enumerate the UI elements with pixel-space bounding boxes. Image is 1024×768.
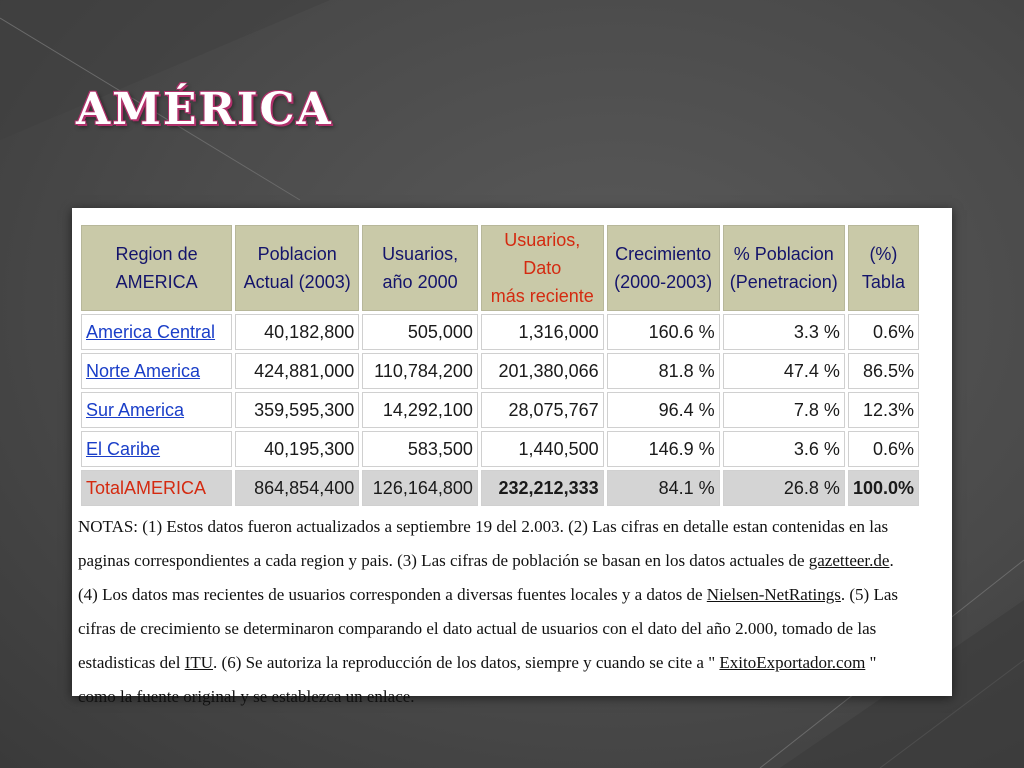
- notes-text: NOTAS: (1) Estos datos fueron actualizad…: [78, 517, 889, 570]
- cell-crecimiento: 84.1 %: [606, 470, 720, 506]
- cell-penetracion: 7.8 %: [722, 392, 845, 428]
- cell-usuarios-2000: 14,292,100: [362, 392, 478, 428]
- header-usuarios-reciente: Usuarios, Dato más reciente: [480, 225, 604, 311]
- cell-usuarios-reciente: 232,212,333: [480, 470, 604, 506]
- cell-penetracion: 47.4 %: [722, 353, 845, 389]
- exitoexportador-link[interactable]: ExitoExportador.com: [719, 653, 866, 672]
- cell-poblacion: 40,195,300: [235, 431, 360, 467]
- cell-penetracion: 26.8 %: [722, 470, 845, 506]
- cell-tabla: 0.6%: [847, 314, 919, 350]
- nielsen-netratings-link[interactable]: Nielsen-NetRatings: [706, 585, 841, 604]
- cell-crecimiento: 96.4 %: [606, 392, 720, 428]
- table-row: America Central 40,182,800 505,000 1,316…: [81, 314, 919, 350]
- cell-usuarios-reciente: 1,440,500: [480, 431, 604, 467]
- header-tabla: (%) Tabla: [847, 225, 919, 311]
- cell-tabla: 86.5%: [847, 353, 919, 389]
- itu-link[interactable]: ITU: [184, 653, 214, 672]
- header-crecimiento: Crecimiento (2000-2003): [606, 225, 720, 311]
- cell-usuarios-reciente: 28,075,767: [480, 392, 604, 428]
- slide-title: AMÉRICA: [76, 84, 333, 135]
- notes-paragraph: NOTAS: (1) Estos datos fueron actualizad…: [78, 510, 910, 714]
- cell-tabla: 12.3%: [847, 392, 919, 428]
- cell-crecimiento: 81.8 %: [606, 353, 720, 389]
- header-usuarios-2000: Usuarios, año 2000: [362, 225, 478, 311]
- cell-usuarios-reciente: 1,316,000: [480, 314, 604, 350]
- gazetteer-link[interactable]: gazetteer.de: [808, 551, 890, 570]
- cell-poblacion: 424,881,000: [235, 353, 360, 389]
- header-penetracion: % Poblacion (Penetracion): [722, 225, 845, 311]
- cell-poblacion: 359,595,300: [235, 392, 360, 428]
- notes-text: " como la fuente original y se establezc…: [78, 653, 877, 706]
- table-row: Norte America 424,881,000 110,784,200 20…: [81, 353, 919, 389]
- cell-poblacion: 864,854,400: [235, 470, 360, 506]
- notes-text: . (5) Las cifras de crecimiento se deter…: [78, 585, 899, 672]
- cell-crecimiento: 146.9 %: [606, 431, 720, 467]
- table-row: Sur America 359,595,300 14,292,100 28,07…: [81, 392, 919, 428]
- region-link-norte-america[interactable]: Norte America: [81, 353, 233, 389]
- cell-usuarios-2000: 583,500: [362, 431, 478, 467]
- region-link-sur-america[interactable]: Sur America: [81, 392, 233, 428]
- cell-poblacion: 40,182,800: [235, 314, 360, 350]
- cell-usuarios-2000: 126,164,800: [362, 470, 478, 506]
- cell-tabla: 0.6%: [847, 431, 919, 467]
- cell-penetracion: 3.6 %: [722, 431, 845, 467]
- cell-usuarios-2000: 110,784,200: [362, 353, 478, 389]
- statistics-panel: Region de AMERICA Poblacion Actual (2003) …: [72, 208, 952, 706]
- cell-crecimiento: 160.6 %: [606, 314, 720, 350]
- cell-usuarios-reciente: 201,380,066: [480, 353, 604, 389]
- table-header-row: Region de AMERICA Poblacion Actual (2003) …: [81, 225, 919, 311]
- table-total-row: TotalAMERICA 864,854,400 126,164,800 232…: [81, 470, 919, 506]
- cell-penetracion: 3.3 %: [722, 314, 845, 350]
- total-region-label: TotalAMERICA: [81, 470, 233, 506]
- region-link-el-caribe[interactable]: El Caribe: [81, 431, 233, 467]
- cell-usuarios-2000: 505,000: [362, 314, 478, 350]
- internet-users-table: Region de AMERICA Poblacion Actual (2003) …: [78, 222, 922, 509]
- notes-text: . (6) Se autoriza la reproducción de los…: [213, 653, 720, 672]
- header-region: Region de AMERICA: [81, 225, 233, 311]
- table-row: El Caribe 40,195,300 583,500 1,440,500 1…: [81, 431, 919, 467]
- header-poblacion: Poblacion Actual (2003): [235, 225, 360, 311]
- notes-text: . (4) Los datos mas recientes de usuario…: [78, 551, 894, 604]
- region-link-america-central[interactable]: America Central: [81, 314, 233, 350]
- cell-tabla: 100.0%: [847, 470, 919, 506]
